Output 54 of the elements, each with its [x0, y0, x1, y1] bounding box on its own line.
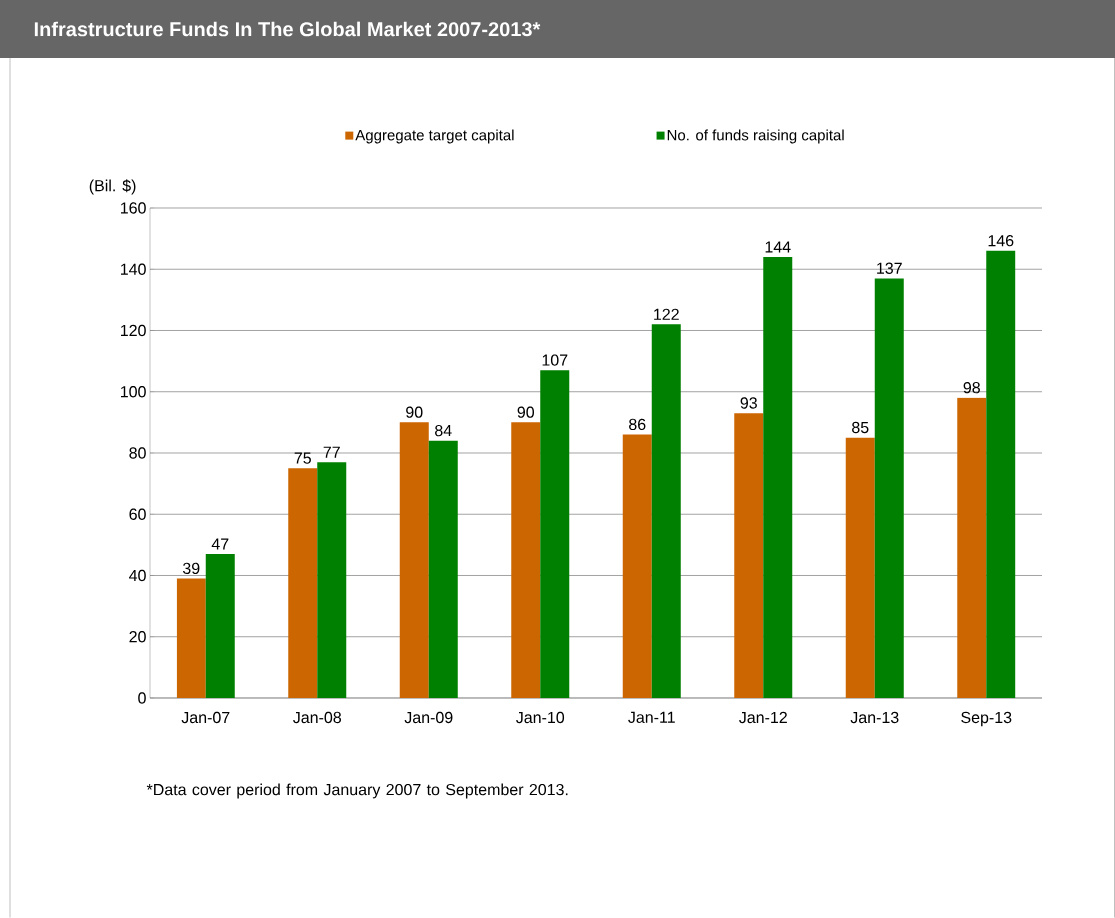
bar [986, 250, 1016, 698]
data-label: 90 [517, 406, 535, 418]
data-label: 144 [765, 241, 791, 253]
x-tick-label: Jan-07 [181, 711, 230, 724]
x-tick-label: Jan-10 [516, 711, 565, 724]
y-tick-label: 0 [138, 692, 146, 704]
data-label: 122 [654, 308, 679, 320]
y-tick-label: 140 [121, 263, 146, 275]
bar [845, 437, 875, 698]
legend-label: Aggregate target capital [355, 129, 514, 144]
bar [428, 440, 458, 698]
bar [176, 578, 206, 698]
data-label: 90 [406, 406, 423, 418]
bar [511, 422, 541, 698]
bar [651, 324, 681, 698]
bar [874, 278, 904, 698]
y-tick-label: 20 [129, 631, 146, 643]
data-label: 85 [852, 421, 869, 434]
bar [540, 370, 570, 698]
x-tick-label: Jan-11 [628, 711, 675, 723]
bar [734, 413, 764, 698]
x-tick-label: Jan-13 [850, 711, 899, 724]
x-tick-label: Sep-13 [961, 711, 1012, 727]
bar [622, 434, 652, 698]
x-tick-label: Jan-08 [293, 711, 342, 724]
x-tick-label: Jan-09 [404, 711, 453, 724]
chart-title: Infrastructure Funds In The Global Market 2007-2013* [34, 21, 541, 37]
x-tick-label: Jan-12 [739, 711, 787, 724]
bar [399, 422, 429, 698]
data-label: 98 [963, 382, 980, 394]
data-label: 75 [294, 452, 311, 464]
data-label: 137 [877, 262, 902, 274]
data-label: 107 [542, 354, 568, 366]
bar [957, 397, 987, 698]
bar [317, 462, 347, 698]
y-tick-label: 60 [129, 508, 146, 520]
data-label: 77 [323, 446, 340, 458]
data-label: 86 [629, 418, 646, 431]
bar [288, 468, 318, 698]
data-label: 47 [211, 538, 229, 550]
bar [205, 554, 235, 698]
legend-label: No. of funds raising capital [667, 129, 844, 144]
y-tick-label: 100 [121, 386, 146, 398]
data-label: 84 [435, 424, 452, 437]
y-tick-label: 80 [129, 447, 146, 459]
text: *Data cover period from January 2007 to September 2013. [146, 783, 568, 799]
y-axis-title: (Bil. $) [89, 179, 136, 195]
y-tick-label: 120 [121, 324, 146, 337]
y-tick-label: 40 [129, 569, 146, 582]
y-tick-label: 160 [121, 202, 146, 214]
data-label: 39 [182, 562, 200, 575]
bar [763, 256, 793, 698]
data-label: 146 [988, 235, 1014, 247]
data-label: 93 [740, 397, 757, 409]
